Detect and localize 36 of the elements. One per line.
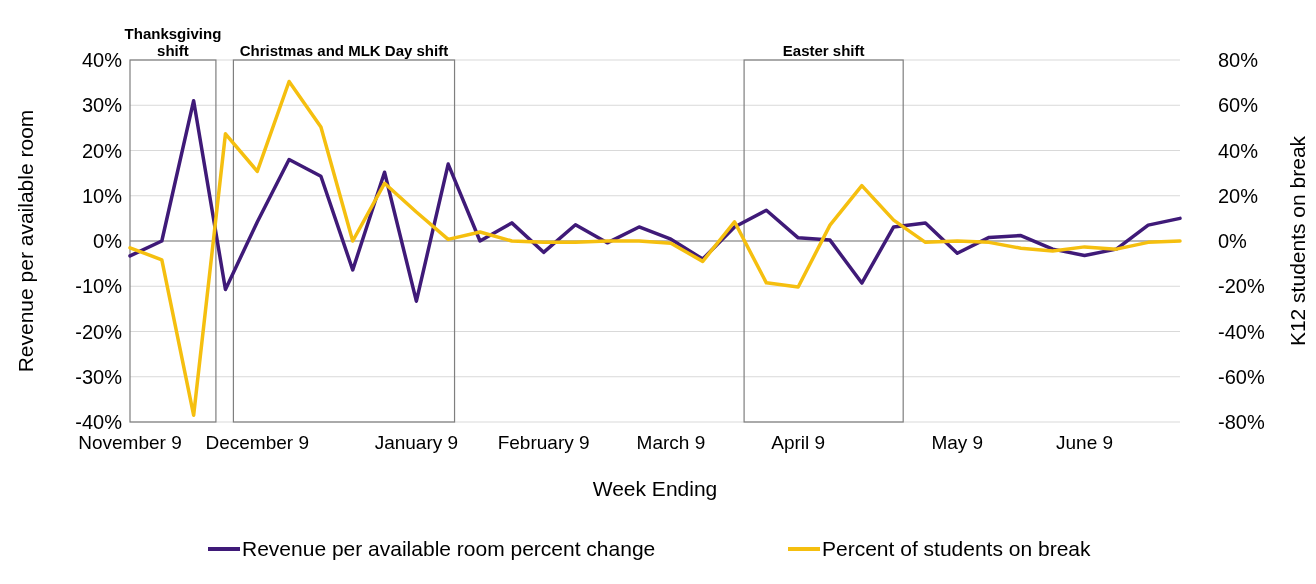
y2-tick-label: 0% <box>1218 230 1248 252</box>
x-tick-label: February 9 <box>497 432 590 453</box>
text: Thanksgiving shift <box>124 25 222 59</box>
text: Easter shift <box>782 42 865 59</box>
y-tick-label: -30% <box>75 365 123 388</box>
y2-tick-label: -20% <box>1218 275 1265 298</box>
line-series <box>128 79 1182 417</box>
legend-label: Percent of students on break <box>822 537 1091 560</box>
y-axis-title: Revenue per available room <box>14 109 38 373</box>
y-tick-label: 0% <box>93 230 123 252</box>
y-tick-label: 10% <box>81 184 123 207</box>
x-tick-label: April 9 <box>771 432 826 453</box>
y2-tick-label: 40% <box>1218 139 1259 162</box>
x-tick-label: June 9 <box>1056 432 1114 453</box>
legend-label: Revenue per available room percent change <box>242 537 656 560</box>
y-tick-label: 20% <box>81 139 123 162</box>
x-axis-title: Week Ending <box>592 477 718 500</box>
text: Christmas and MLK Day shift <box>239 42 449 59</box>
x-tick-label: May 9 <box>931 432 984 453</box>
y2-tick-label: 20% <box>1218 184 1259 207</box>
y-tick-label: 30% <box>81 94 123 117</box>
y2-tick-label: 60% <box>1218 94 1259 117</box>
y2-axis-title: K12 students on break <box>1286 135 1310 347</box>
x-tick-label: December 9 <box>205 432 310 453</box>
line-series <box>128 98 1182 303</box>
y-tick-label: -10% <box>75 275 123 298</box>
x-tick-label: January 9 <box>374 432 459 453</box>
y-tick-label: 40% <box>81 49 123 71</box>
x-tick-label: March 9 <box>636 432 706 453</box>
y2-tick-label: -60% <box>1218 365 1265 388</box>
y-tick-label: -20% <box>75 320 123 343</box>
y2-tick-label: 80% <box>1218 49 1259 71</box>
y-tick-label: -40% <box>75 411 123 433</box>
x-tick-label: November 9 <box>78 432 182 453</box>
y2-tick-label: -40% <box>1218 320 1265 343</box>
y2-tick-label: -80% <box>1218 411 1265 433</box>
